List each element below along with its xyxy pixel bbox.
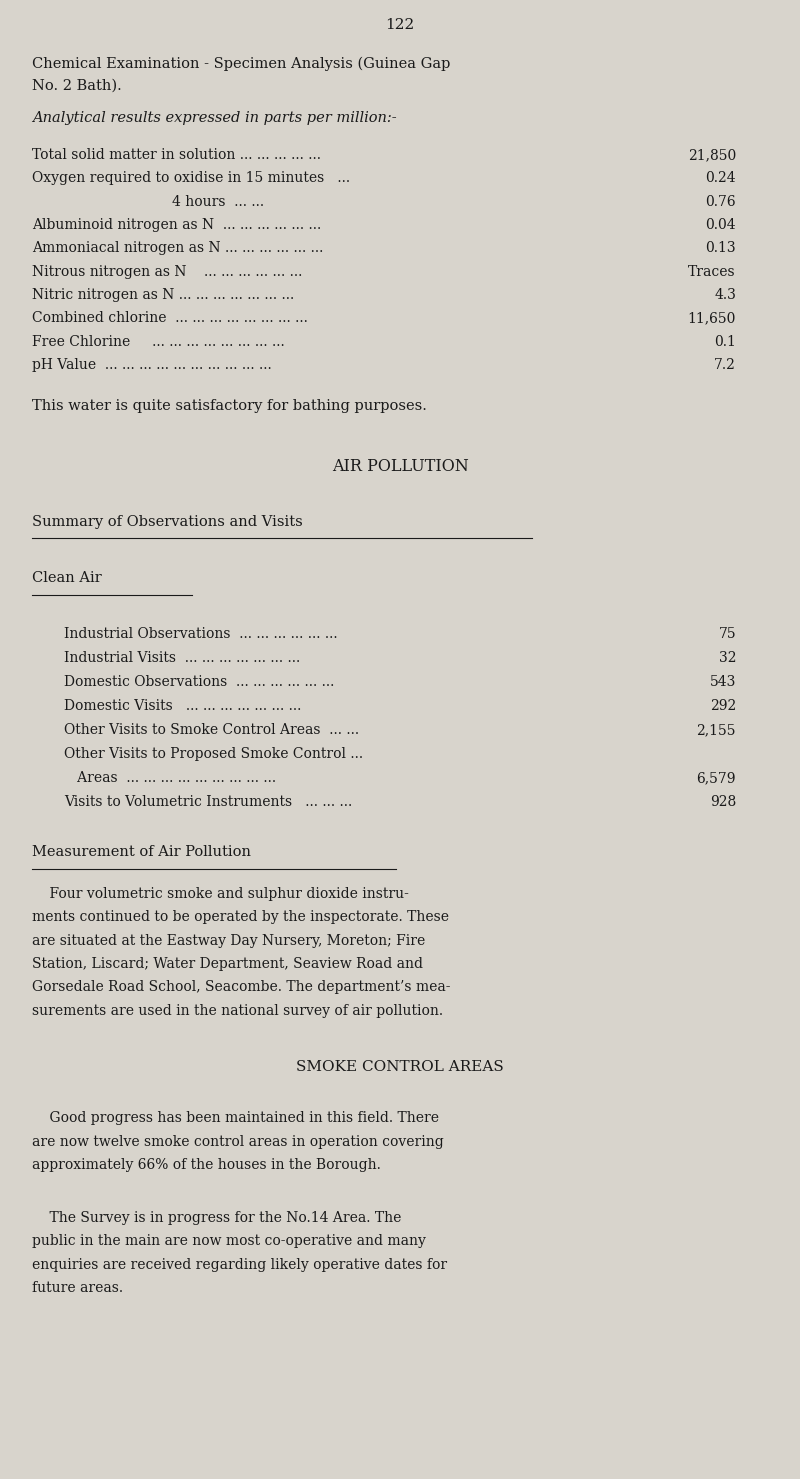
Text: The Survey is in progress for the No.14 Area. The: The Survey is in progress for the No.14 … (32, 1211, 402, 1225)
Text: Visits to Volumetric Instruments   ... ... ...: Visits to Volumetric Instruments ... ...… (64, 794, 352, 809)
Text: Domestic Observations  ... ... ... ... ... ...: Domestic Observations ... ... ... ... ..… (64, 674, 334, 689)
Text: approximately 66% of the houses in the Borough.: approximately 66% of the houses in the B… (32, 1158, 381, 1171)
Text: 2,155: 2,155 (697, 723, 736, 737)
Text: future areas.: future areas. (32, 1281, 123, 1296)
Text: Albuminoid nitrogen as N  ... ... ... ... ... ...: Albuminoid nitrogen as N ... ... ... ...… (32, 217, 322, 232)
Text: Oxygen required to oxidise in 15 minutes   ...: Oxygen required to oxidise in 15 minutes… (32, 172, 350, 185)
Text: 21,850: 21,850 (688, 148, 736, 161)
Text: Clean Air: Clean Air (32, 571, 102, 584)
Text: Nitrous nitrogen as N    ... ... ... ... ... ...: Nitrous nitrogen as N ... ... ... ... ..… (32, 265, 302, 278)
Text: This water is quite satisfactory for bathing purposes.: This water is quite satisfactory for bat… (32, 399, 427, 413)
Text: AIR POLLUTION: AIR POLLUTION (332, 458, 468, 475)
Text: 0.24: 0.24 (706, 172, 736, 185)
Text: Industrial Observations  ... ... ... ... ... ...: Industrial Observations ... ... ... ... … (64, 627, 338, 640)
Text: 928: 928 (710, 794, 736, 809)
Text: surements are used in the national survey of air pollution.: surements are used in the national surve… (32, 1004, 443, 1018)
Text: 0.04: 0.04 (706, 217, 736, 232)
Text: ments continued to be operated by the inspectorate. These: ments continued to be operated by the in… (32, 910, 449, 924)
Text: No. 2 Bath).: No. 2 Bath). (32, 78, 122, 92)
Text: Gorsedale Road School, Seacombe. The department’s mea-: Gorsedale Road School, Seacombe. The dep… (32, 981, 450, 994)
Text: 4 hours  ... ...: 4 hours ... ... (32, 195, 264, 209)
Text: public in the main are now most co-operative and many: public in the main are now most co-opera… (32, 1235, 426, 1248)
Text: Chemical Examination - Specimen Analysis (Guinea Gap: Chemical Examination - Specimen Analysis… (32, 56, 450, 71)
Text: 4.3: 4.3 (714, 288, 736, 302)
Text: 6,579: 6,579 (697, 771, 736, 785)
Text: Four volumetric smoke and sulphur dioxide instru-: Four volumetric smoke and sulphur dioxid… (32, 887, 409, 901)
Text: Other Visits to Proposed Smoke Control ...: Other Visits to Proposed Smoke Control .… (64, 747, 363, 760)
Text: Other Visits to Smoke Control Areas  ... ...: Other Visits to Smoke Control Areas ... … (64, 723, 359, 737)
Text: 7.2: 7.2 (714, 358, 736, 373)
Text: Total solid matter in solution ... ... ... ... ...: Total solid matter in solution ... ... .… (32, 148, 321, 161)
Text: Analytical results expressed in parts per million:-: Analytical results expressed in parts pe… (32, 111, 397, 124)
Text: enquiries are received regarding likely operative dates for: enquiries are received regarding likely … (32, 1257, 447, 1272)
Text: pH Value  ... ... ... ... ... ... ... ... ... ...: pH Value ... ... ... ... ... ... ... ...… (32, 358, 272, 373)
Text: are situated at the Eastway Day Nursery, Moreton; Fire: are situated at the Eastway Day Nursery,… (32, 933, 426, 948)
Text: Summary of Observations and Visits: Summary of Observations and Visits (32, 515, 302, 528)
Text: 32: 32 (718, 651, 736, 666)
Text: Ammoniacal nitrogen as N ... ... ... ... ... ...: Ammoniacal nitrogen as N ... ... ... ...… (32, 241, 323, 256)
Text: 122: 122 (386, 18, 414, 31)
Text: 11,650: 11,650 (688, 312, 736, 325)
Text: 0.13: 0.13 (706, 241, 736, 256)
Text: Good progress has been maintained in this field. There: Good progress has been maintained in thi… (32, 1111, 439, 1126)
Text: Combined chlorine  ... ... ... ... ... ... ... ...: Combined chlorine ... ... ... ... ... ..… (32, 312, 308, 325)
Text: are now twelve smoke control areas in operation covering: are now twelve smoke control areas in op… (32, 1134, 444, 1149)
Text: Traces: Traces (688, 265, 736, 278)
Text: Domestic Visits   ... ... ... ... ... ... ...: Domestic Visits ... ... ... ... ... ... … (64, 700, 302, 713)
Text: 0.76: 0.76 (706, 195, 736, 209)
Text: Industrial Visits  ... ... ... ... ... ... ...: Industrial Visits ... ... ... ... ... ..… (64, 651, 300, 666)
Text: 543: 543 (710, 674, 736, 689)
Text: 75: 75 (718, 627, 736, 640)
Text: Areas  ... ... ... ... ... ... ... ... ...: Areas ... ... ... ... ... ... ... ... ..… (64, 771, 276, 785)
Text: 0.1: 0.1 (714, 334, 736, 349)
Text: Station, Liscard; Water Department, Seaview Road and: Station, Liscard; Water Department, Seav… (32, 957, 423, 970)
Text: Measurement of Air Pollution: Measurement of Air Pollution (32, 846, 251, 859)
Text: 292: 292 (710, 700, 736, 713)
Text: Nitric nitrogen as N ... ... ... ... ... ... ...: Nitric nitrogen as N ... ... ... ... ...… (32, 288, 294, 302)
Text: SMOKE CONTROL AREAS: SMOKE CONTROL AREAS (296, 1059, 504, 1074)
Text: Free Chlorine     ... ... ... ... ... ... ... ...: Free Chlorine ... ... ... ... ... ... ..… (32, 334, 285, 349)
